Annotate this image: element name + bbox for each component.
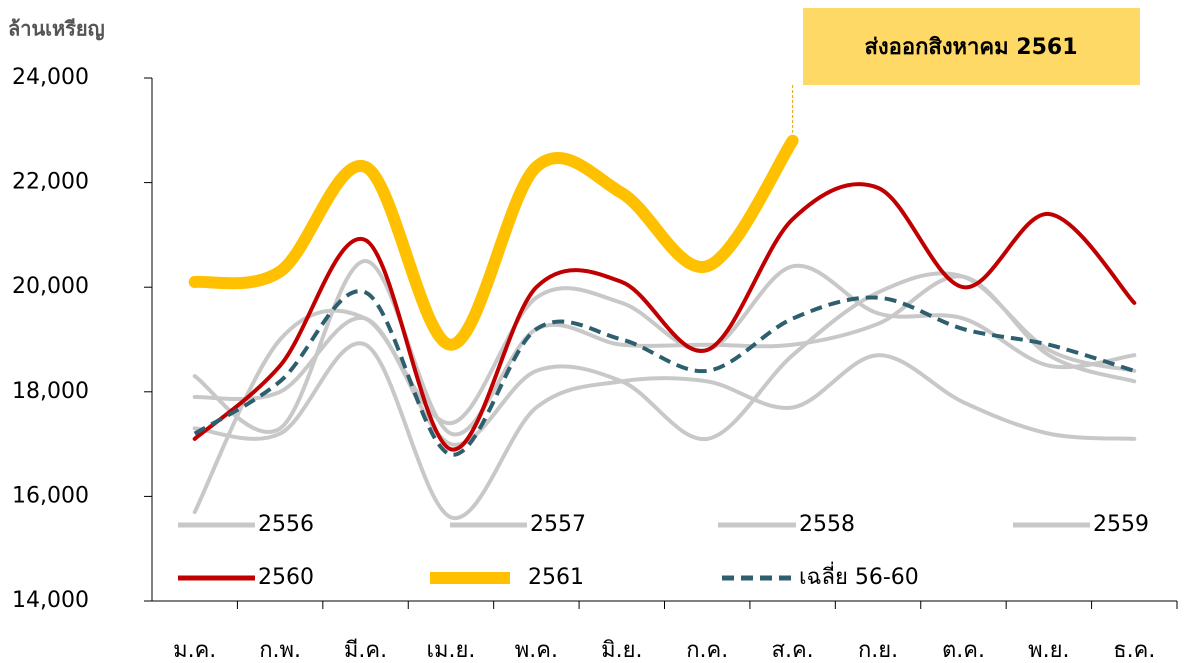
y-tick-label: 18,000: [12, 379, 89, 404]
x-tick-label: ก.ย.: [858, 638, 898, 663]
annotation: ส่งออกสิงหาคม 2561: [864, 35, 1077, 60]
x-tick-label: ก.พ.: [259, 638, 301, 663]
x-tick-label: เม.ย.: [427, 638, 476, 663]
x-tick-label: พ.ย.: [1028, 638, 1069, 663]
x-tick-label: ธ.ค.: [1113, 638, 1155, 663]
legend-label: 2557: [530, 512, 586, 537]
series-line: [192, 259, 1137, 437]
x-tick-label: ม.ค.: [173, 638, 216, 663]
series-line: [192, 271, 1137, 447]
y-tick-label: 24,000: [12, 65, 89, 90]
series-line: [192, 263, 1137, 515]
y-axis-label: ล้านเหรียญ: [8, 17, 105, 41]
series-line: [193, 289, 1135, 457]
x-tick-label: มิ.ย.: [601, 638, 642, 663]
legend-label: 2560: [258, 565, 314, 590]
legend-label: 2561: [528, 565, 584, 590]
x-tick-label: ต.ค.: [942, 638, 985, 663]
series-line: [188, 134, 799, 351]
y-tick-label: 16,000: [12, 483, 89, 508]
legend-label: 2556: [258, 512, 314, 537]
legend-label: 2559: [1093, 512, 1149, 537]
annotation-box: [803, 8, 1140, 85]
x-tick-label: มี.ค.: [344, 638, 387, 663]
x-tick-label: ก.ค.: [686, 638, 728, 663]
legend-label: 2558: [799, 512, 855, 537]
series-line: [192, 341, 1137, 520]
y-tick-label: 22,000: [12, 170, 89, 195]
x-tick-label: ส.ค.: [772, 638, 814, 663]
x-tick-label: พ.ค.: [515, 638, 558, 663]
legend-label: เฉลี่ย 56-60: [799, 561, 919, 590]
y-tick-label: 20,000: [12, 274, 89, 299]
series-line: [192, 182, 1137, 452]
y-tick-label: 14,000: [12, 588, 89, 613]
